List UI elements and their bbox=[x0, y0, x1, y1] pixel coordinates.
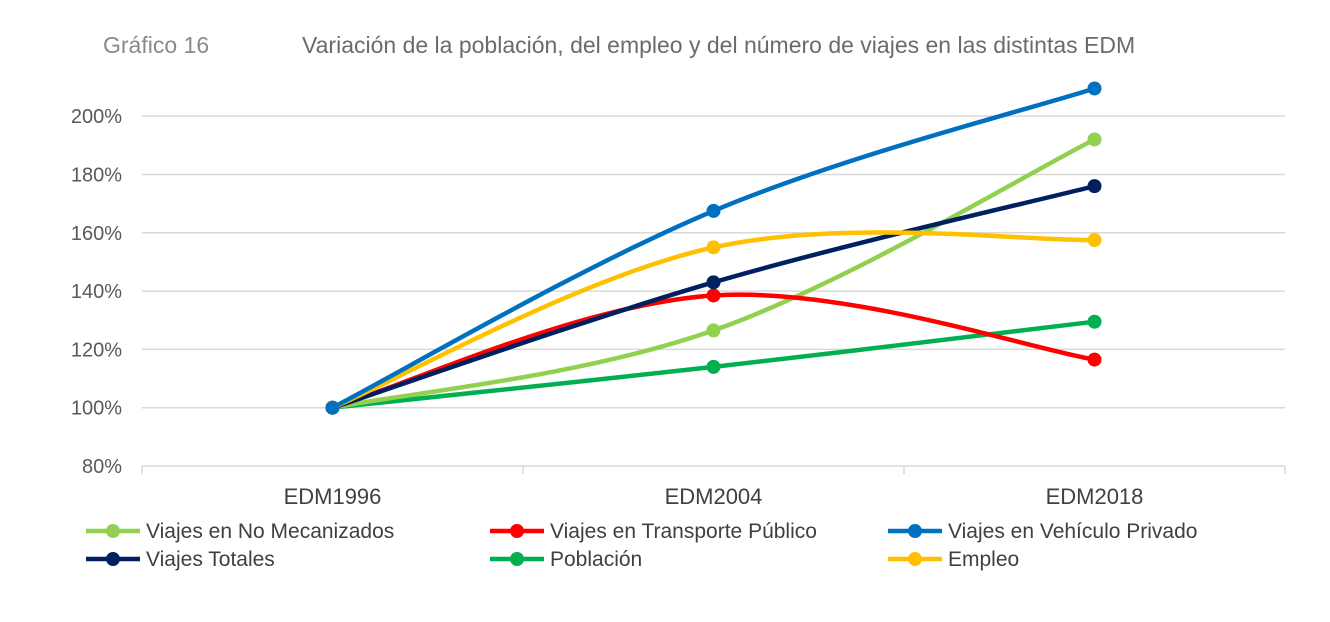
legend-marker bbox=[106, 524, 120, 538]
data-point bbox=[706, 275, 721, 290]
series-points bbox=[325, 81, 1102, 415]
legend-marker bbox=[908, 524, 922, 538]
data-point bbox=[706, 323, 721, 338]
legend-label: Empleo bbox=[948, 548, 1019, 571]
legend-label: Viajes en No Mecanizados bbox=[146, 520, 394, 543]
legend-label: Viajes Totales bbox=[146, 548, 275, 571]
data-point bbox=[1087, 352, 1102, 367]
y-tick-label: 160% bbox=[71, 223, 122, 245]
data-point bbox=[1087, 314, 1102, 329]
chart-title: Variación de la población, del empleo y … bbox=[302, 32, 1136, 58]
data-point bbox=[706, 359, 721, 374]
data-point bbox=[325, 400, 340, 415]
x-tick-label: EDM2018 bbox=[1046, 484, 1144, 509]
data-point bbox=[706, 240, 721, 255]
legend-marker bbox=[510, 524, 524, 538]
legend-label: Población bbox=[550, 548, 642, 571]
legend-label: Viajes en Vehículo Privado bbox=[948, 520, 1197, 543]
y-tick-label: 80% bbox=[82, 456, 122, 478]
legend-marker bbox=[106, 552, 120, 566]
y-tick-label: 180% bbox=[71, 164, 122, 186]
y-tick-label: 100% bbox=[71, 398, 122, 420]
legend-label: Viajes en Transporte Público bbox=[550, 520, 817, 543]
x-tick-label: EDM2004 bbox=[665, 484, 763, 509]
data-point bbox=[706, 288, 721, 303]
data-point bbox=[1087, 132, 1102, 147]
y-axis-ticks: 80% 100% 120% 140% 160% 180% 200% bbox=[71, 106, 122, 478]
x-tick-label: EDM1996 bbox=[284, 484, 382, 509]
legend-marker bbox=[510, 552, 524, 566]
data-point bbox=[1087, 233, 1102, 248]
legend-marker bbox=[908, 552, 922, 566]
legend: Viajes en No Mecanizados Viajes en Transp… bbox=[86, 520, 1197, 571]
y-tick-label: 120% bbox=[71, 339, 122, 361]
data-point bbox=[1087, 81, 1102, 96]
data-point bbox=[706, 203, 721, 218]
y-tick-label: 140% bbox=[71, 281, 122, 303]
series-line bbox=[330, 230, 1097, 410]
figure-label: Gráfico 16 bbox=[103, 32, 210, 58]
x-axis: EDM1996 EDM2004 EDM2018 bbox=[141, 465, 1286, 509]
data-point bbox=[1087, 179, 1102, 194]
y-tick-label: 200% bbox=[71, 106, 122, 128]
